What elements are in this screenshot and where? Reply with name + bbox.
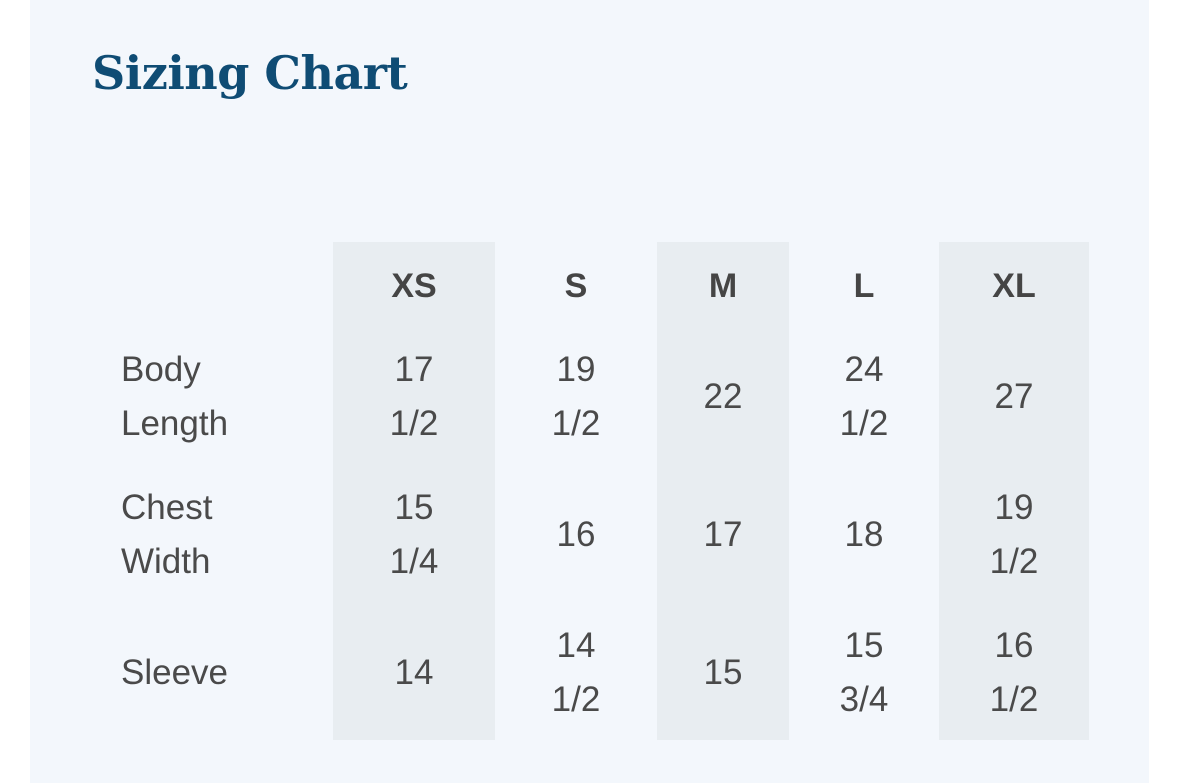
cell-value: 15 bbox=[703, 653, 743, 692]
cell-chest-width-m: 17 bbox=[657, 480, 789, 590]
cell-chest-width-xl: 19 1/2 bbox=[939, 480, 1089, 590]
cell-value: 14 bbox=[394, 653, 434, 692]
row-label-text: Sleeve bbox=[121, 653, 229, 692]
cell-value: 14 1/2 bbox=[551, 626, 601, 719]
cell-chest-width-s: 16 bbox=[495, 480, 657, 590]
row-label-text: Body Length bbox=[121, 350, 229, 443]
cell-value: 27 bbox=[994, 377, 1034, 416]
header-m: M bbox=[708, 266, 738, 305]
header-xl: XL bbox=[992, 266, 1036, 305]
cell-sleeve-xs: 14 bbox=[333, 618, 495, 728]
header-l: L bbox=[853, 266, 875, 305]
cell-sleeve-s: 14 1/2 bbox=[495, 618, 657, 728]
cell-body-length-l: 24 1/2 bbox=[789, 342, 939, 452]
cell-body-length-xs: 17 1/2 bbox=[333, 342, 495, 452]
cell-value: 16 bbox=[556, 515, 596, 554]
cell-value: 19 1/2 bbox=[551, 350, 601, 443]
row-label-chest-width: Chest Width bbox=[121, 480, 321, 590]
cell-value: 22 bbox=[703, 377, 743, 416]
cell-value: 15 3/4 bbox=[839, 626, 889, 719]
cell-value: 15 1/4 bbox=[389, 488, 439, 581]
cell-body-length-s: 19 1/2 bbox=[495, 342, 657, 452]
row-label-body-length: Body Length bbox=[121, 342, 321, 452]
cell-sleeve-xl: 16 1/2 bbox=[939, 618, 1089, 728]
column-stripe-m bbox=[657, 242, 789, 740]
cell-value: 17 1/2 bbox=[389, 350, 439, 443]
column-stripe-xl bbox=[939, 242, 1089, 740]
cell-value: 18 bbox=[844, 515, 884, 554]
header-s: S bbox=[564, 266, 588, 305]
sizing-chart-card: Sizing Chart XS S M L XL Body Length 17 … bbox=[30, 0, 1149, 783]
cell-sleeve-m: 15 bbox=[657, 618, 789, 728]
row-label-text: Chest Width bbox=[121, 488, 213, 581]
row-label-sleeve: Sleeve bbox=[121, 618, 321, 728]
cell-value: 24 1/2 bbox=[839, 350, 889, 443]
header-xs: XS bbox=[391, 266, 437, 305]
page-title: Sizing Chart bbox=[92, 46, 408, 100]
cell-chest-width-xs: 15 1/4 bbox=[333, 480, 495, 590]
cell-value: 17 bbox=[703, 515, 743, 554]
column-stripe-xs bbox=[333, 242, 495, 740]
cell-chest-width-l: 18 bbox=[789, 480, 939, 590]
cell-body-length-xl: 27 bbox=[939, 342, 1089, 452]
cell-value: 19 1/2 bbox=[989, 488, 1039, 581]
cell-body-length-m: 22 bbox=[657, 342, 789, 452]
cell-sleeve-l: 15 3/4 bbox=[789, 618, 939, 728]
cell-value: 16 1/2 bbox=[989, 626, 1039, 719]
